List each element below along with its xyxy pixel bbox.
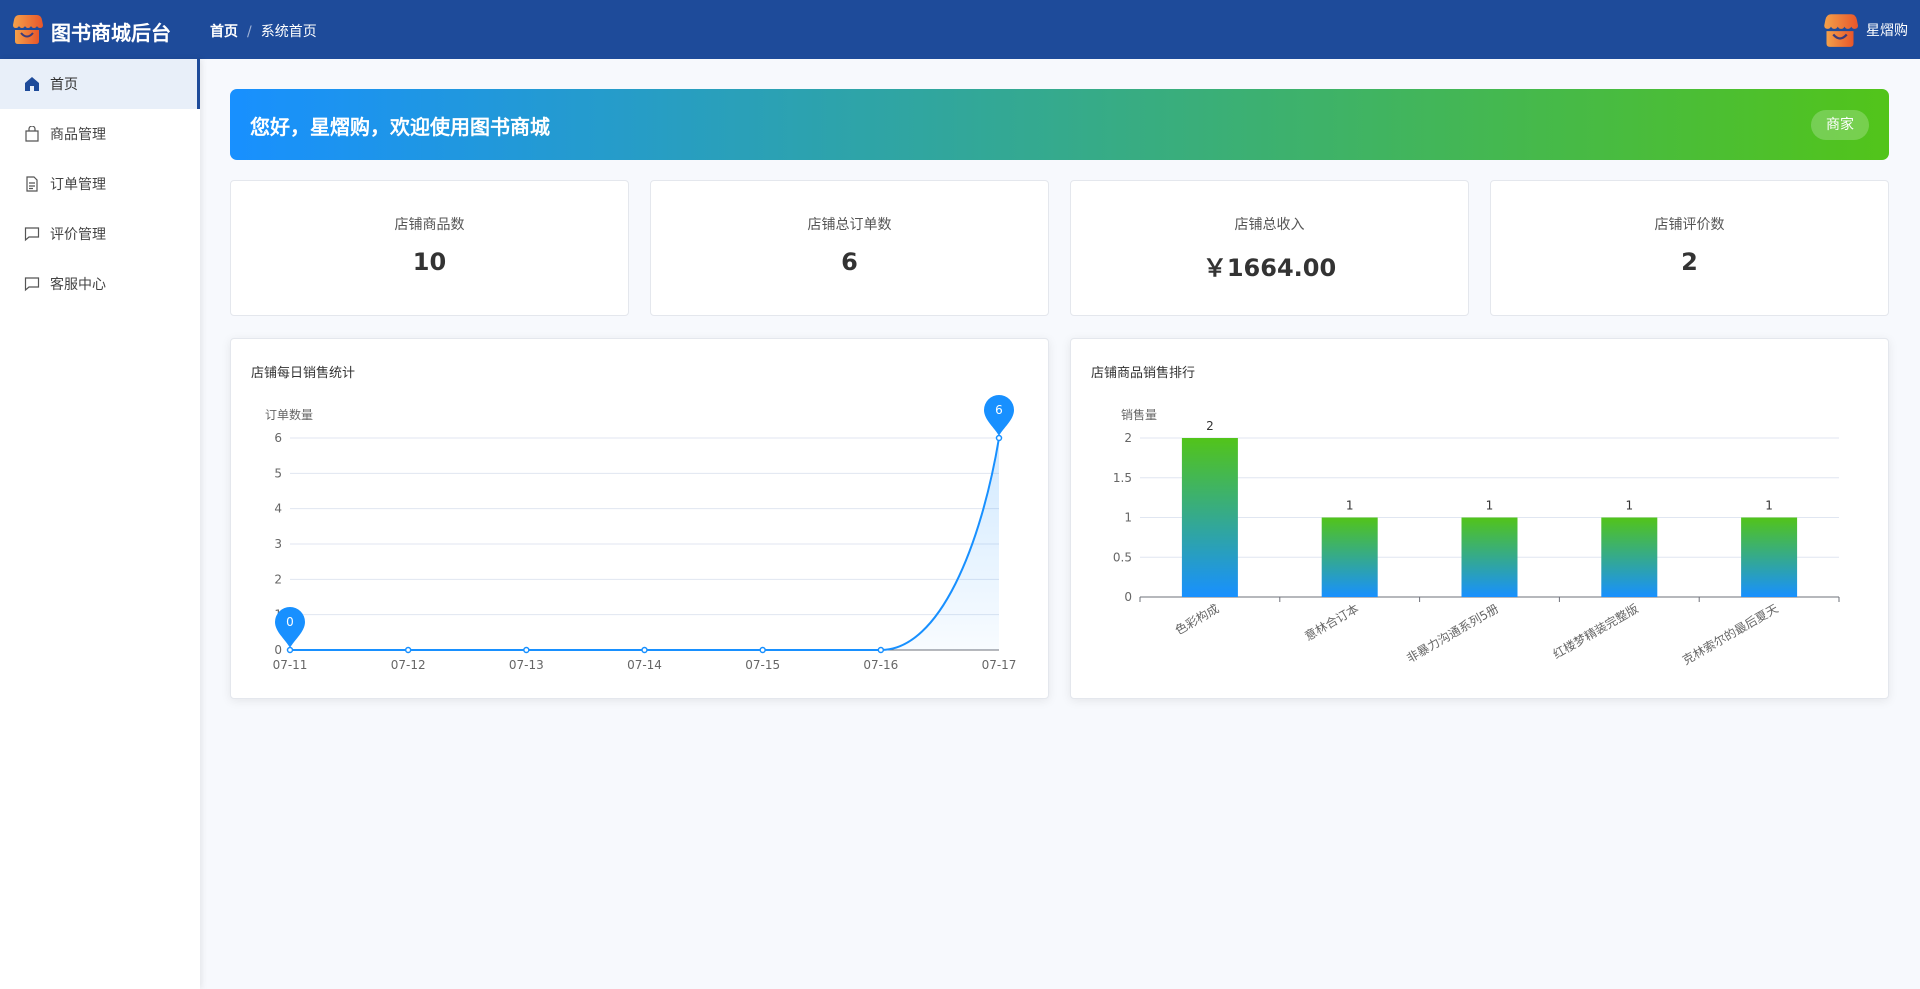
y-tick-label: 1.5	[1113, 471, 1132, 485]
data-point	[404, 646, 412, 654]
avatar	[1824, 14, 1858, 47]
sidebar-item-home[interactable]: 首页	[0, 59, 200, 109]
stat-value: 6	[841, 248, 858, 276]
bar	[1181, 438, 1238, 597]
stat-value: ￥1664.00	[1202, 254, 1337, 282]
daily-sales-chart-panel: 店铺每日销售统计 订单数量012345607-1107-1207-1307-14…	[230, 338, 1049, 699]
sidebar-item-orders[interactable]: 订单管理	[0, 159, 200, 209]
welcome-text: 您好，星熠购，欢迎使用图书商城	[250, 115, 550, 139]
daily-sales-line-chart: 订单数量012345607-1107-1207-1307-1407-1507-1…	[265, 395, 1017, 672]
role-badge: 商家	[1811, 110, 1869, 140]
chat-icon	[24, 227, 40, 242]
y-tick-label: 3	[274, 537, 282, 551]
x-tick-label: 07-16	[863, 658, 898, 672]
product-ranking-chart-panel: 店铺商品销售排行 销售量 0 0.5 1 1.5 2 2 色彩构成 1 意林合订本 1 非暴力沟通系列…	[1070, 338, 1889, 699]
y-axis-label: 销售量	[1121, 407, 1157, 422]
user-menu[interactable]: 星熠购	[1822, 12, 1908, 48]
chart-title: 店铺商品销售排行	[1091, 366, 1196, 381]
mark-pin	[984, 395, 1014, 436]
sidebar: 首页 商品管理 订单管理 评价管理 客服中心	[0, 59, 200, 989]
stat-label: 店铺总订单数	[807, 217, 892, 233]
stat-value: 10	[412, 248, 447, 276]
data-point	[759, 646, 766, 654]
x-tick-label: 红楼梦精装完整版	[1550, 601, 1641, 662]
bar	[1461, 517, 1518, 597]
data-point	[641, 646, 648, 654]
stat-card-income: 店铺总收入 ￥1664.00	[1070, 180, 1469, 316]
chart-title: 店铺每日销售统计	[251, 366, 356, 381]
sidebar-item-label: 首页	[50, 77, 78, 93]
sidebar-item-products[interactable]: 商品管理	[0, 109, 200, 159]
sidebar-item-label: 商品管理	[50, 127, 106, 143]
sidebar-item-label: 客服中心	[50, 277, 106, 293]
x-tick-label: 非暴力沟通系列5册	[1404, 601, 1501, 665]
stat-label: 店铺商品数	[394, 217, 465, 233]
x-tick-label: 07-14	[627, 658, 662, 672]
welcome-banner: 您好，星熠购，欢迎使用图书商城 商家	[230, 89, 1889, 160]
y-tick-label: 0.5	[1113, 550, 1132, 564]
bar	[1741, 517, 1798, 597]
stat-card-orders: 店铺总订单数 6	[650, 180, 1049, 316]
x-tick-label: 克林索尔的最后夏天	[1680, 601, 1781, 668]
product-sales-bar-chart: 销售量 0 0.5 1 1.5 2 2 色彩构成 1 意林合订本 1 非暴力沟通系列5册 1 红楼梦精装完…	[1113, 407, 1840, 668]
mark-pin	[275, 607, 305, 648]
y-axis-label: 订单数量	[265, 407, 313, 422]
area-fill	[290, 438, 999, 650]
shop-logo-icon	[13, 15, 43, 44]
breadcrumb-current: 系统首页	[260, 24, 317, 40]
y-tick-label: 4	[274, 502, 282, 516]
y-tick-label: 2	[274, 572, 282, 586]
bar-value-label: 1	[1346, 499, 1354, 513]
sidebar-item-label: 评价管理	[50, 227, 106, 243]
x-tick-label: 色彩构成	[1172, 601, 1221, 638]
bar-value-label: 1	[1625, 499, 1633, 513]
stat-label: 店铺评价数	[1654, 217, 1725, 233]
sidebar-item-reviews[interactable]: 评价管理	[0, 209, 200, 259]
x-tick-label: 07-11	[273, 658, 308, 672]
x-tick-label: 07-15	[745, 658, 780, 672]
x-tick-label: 07-12	[391, 658, 426, 672]
document-icon	[26, 176, 38, 192]
mark-label: 0	[286, 615, 294, 629]
bar	[1601, 517, 1658, 597]
x-tick-label: 07-17	[982, 658, 1017, 672]
stat-value: 2	[1681, 248, 1698, 276]
x-tick-label: 意林合订本	[1302, 601, 1361, 644]
top-header: 图书商城后台 首页 / 系统首页 星熠购	[0, 0, 1920, 59]
breadcrumb-separator: /	[247, 24, 252, 40]
y-tick-label: 1	[1124, 511, 1132, 525]
bar-value-label: 1	[1486, 499, 1494, 513]
bar	[1321, 517, 1378, 597]
home-icon	[25, 77, 39, 91]
y-tick-label: 0	[1124, 590, 1132, 604]
sidebar-item-label: 订单管理	[50, 177, 106, 193]
sidebar-item-service[interactable]: 客服中心	[0, 259, 200, 309]
y-tick-label: 2	[1124, 431, 1132, 445]
stat-card-products: 店铺商品数 10	[230, 180, 629, 316]
stat-card-reviews: 店铺评价数 2	[1490, 180, 1889, 316]
y-tick-label: 0	[274, 643, 282, 657]
user-name: 星熠购	[1866, 23, 1908, 39]
stat-label: 店铺总收入	[1234, 217, 1305, 233]
data-point	[286, 646, 294, 654]
mark-label: 6	[995, 403, 1003, 417]
bag-icon	[25, 126, 39, 142]
bar-value-label: 1	[1765, 499, 1773, 513]
y-tick-label: 5	[274, 466, 282, 480]
bar-value-label: 2	[1206, 419, 1214, 433]
app-title: 图书商城后台	[51, 21, 171, 45]
x-tick-label: 07-13	[509, 658, 544, 672]
breadcrumb-home[interactable]: 首页	[210, 24, 238, 40]
y-tick-label: 6	[274, 431, 282, 445]
chat-icon	[24, 277, 40, 292]
data-point	[877, 646, 885, 654]
data-point	[523, 646, 530, 654]
breadcrumb: 首页 / 系统首页	[210, 21, 317, 41]
data-point	[995, 434, 1003, 442]
